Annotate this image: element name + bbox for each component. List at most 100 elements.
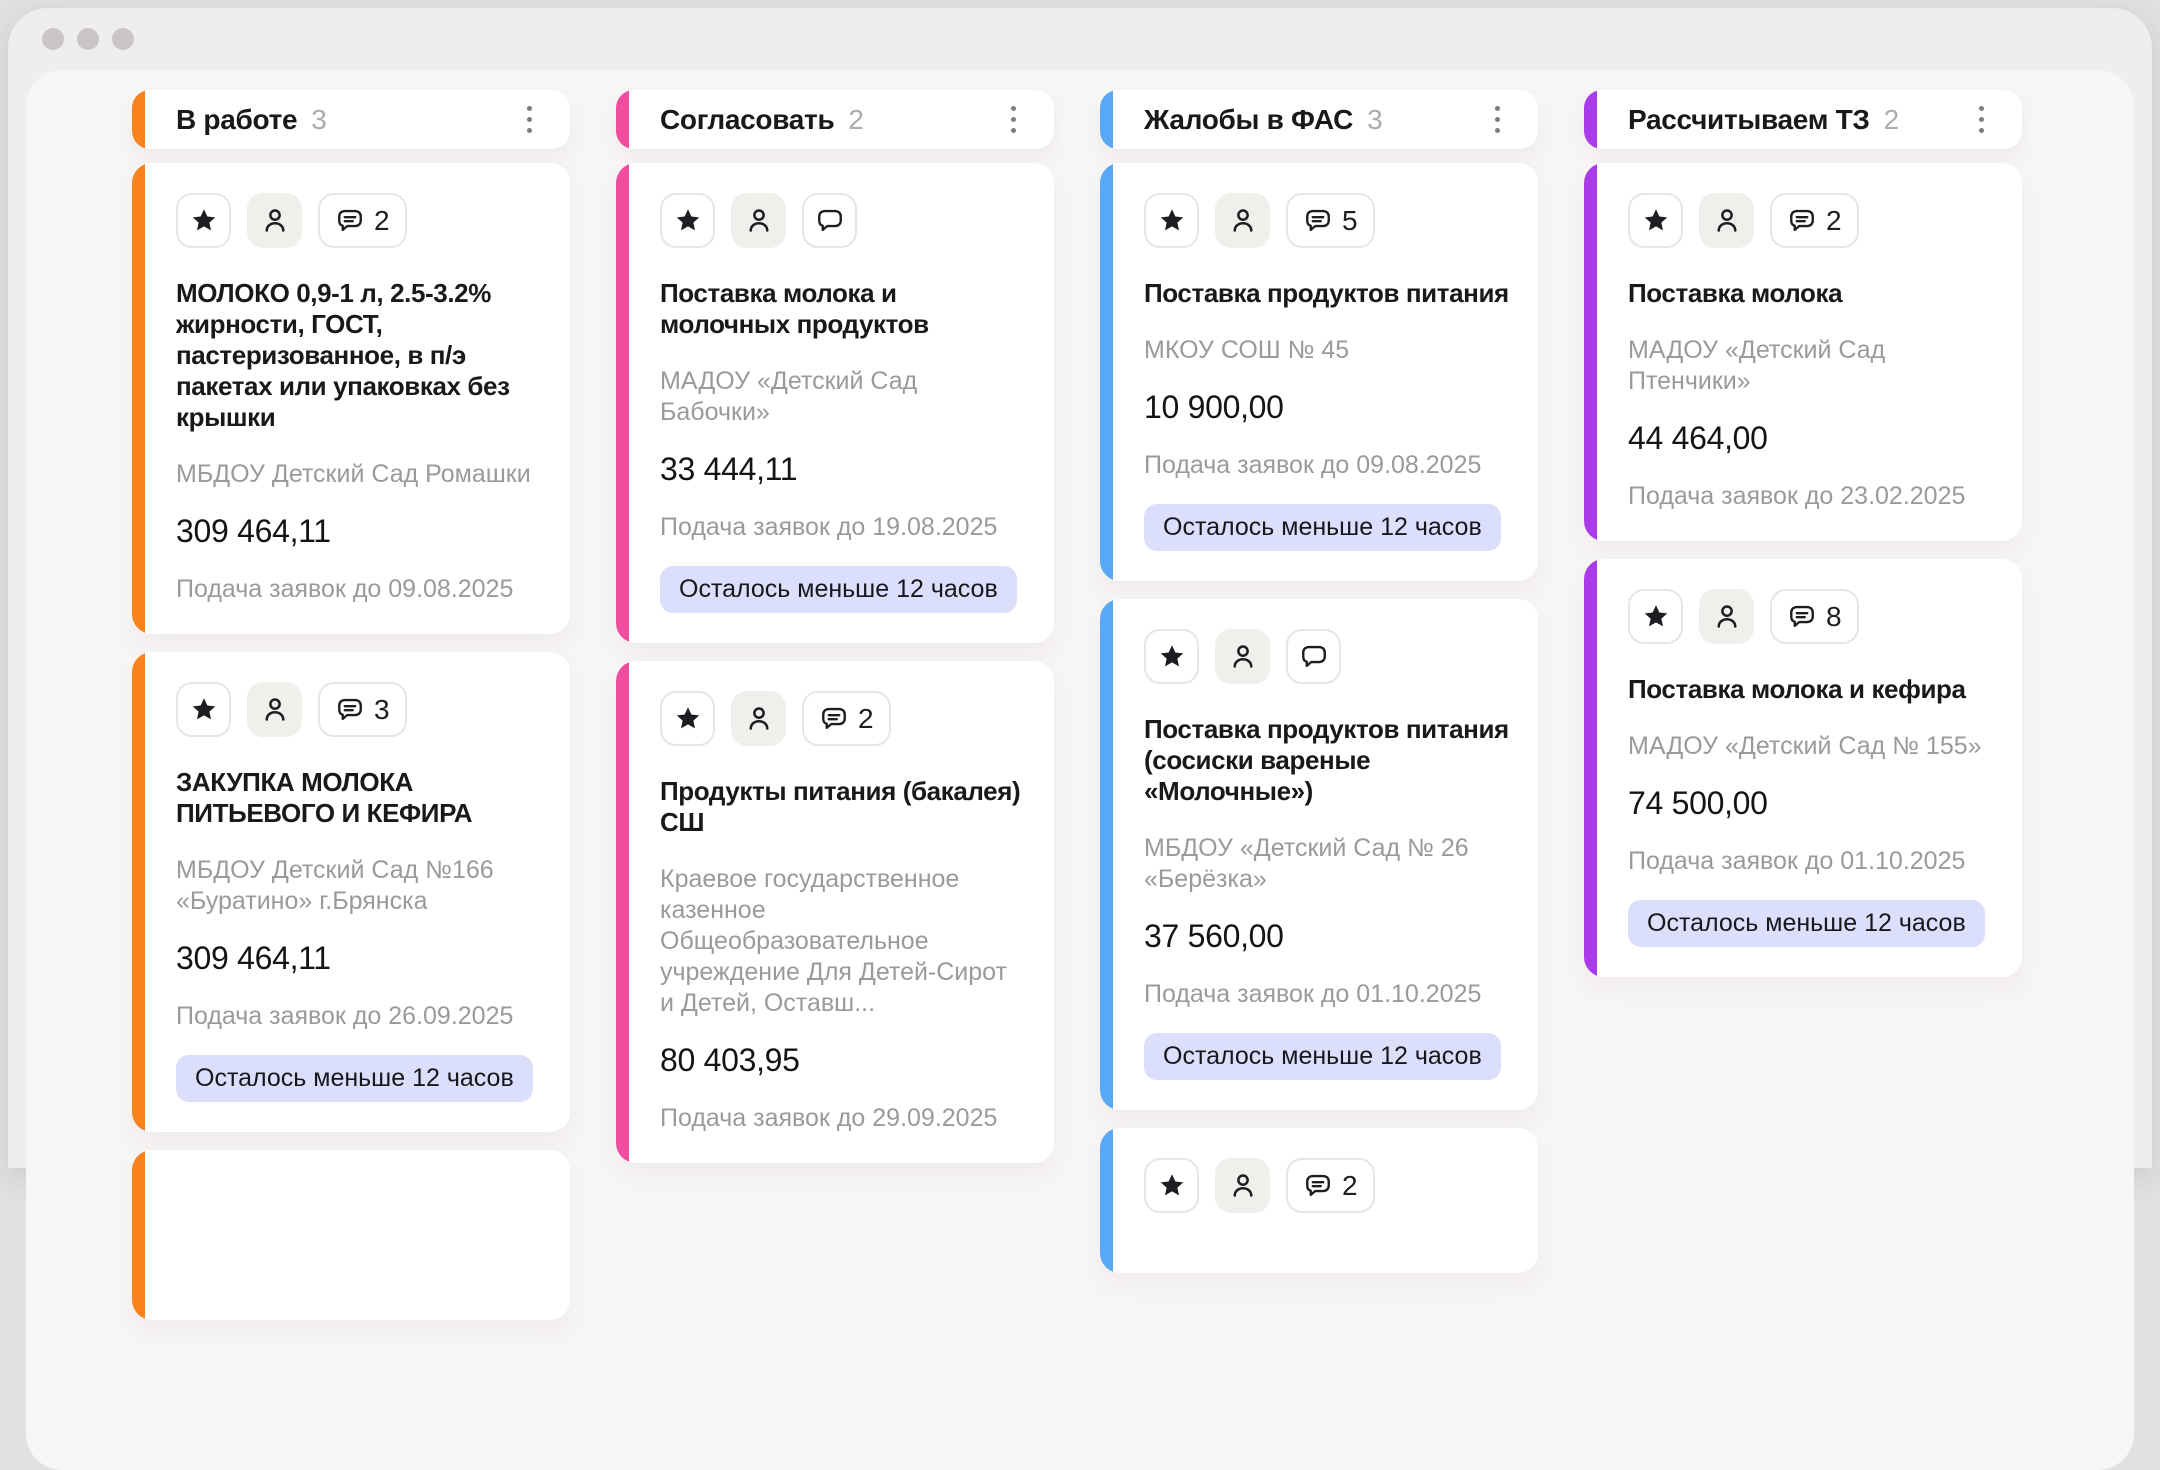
task-card[interactable]: Поставка молока и молочных продуктов МАД… <box>616 163 1054 643</box>
comments-button[interactable]: 2 <box>802 691 891 746</box>
card-accent-bar <box>132 1150 145 1320</box>
favorite-button[interactable] <box>1144 1158 1199 1213</box>
card-price: 309 464,11 <box>176 513 331 549</box>
card-action-chips <box>660 193 1026 248</box>
favorite-button[interactable] <box>1628 193 1683 248</box>
card-action-chips: 2 <box>1628 193 1994 248</box>
favorite-button[interactable] <box>1144 629 1199 684</box>
time-left-badge: Осталось меньше 12 часов <box>176 1055 533 1102</box>
window-dot-icon <box>112 28 134 50</box>
card-deadline: Подача заявок до 29.09.2025 <box>660 1104 998 1132</box>
star-icon <box>676 208 699 230</box>
comments-button[interactable]: 2 <box>1286 1158 1375 1213</box>
favorite-button[interactable] <box>660 691 715 746</box>
card-deadline: Подача заявок до 19.08.2025 <box>660 513 998 541</box>
card-accent-bar <box>132 652 145 1132</box>
card-action-chips: 5 <box>1144 193 1510 248</box>
comment-icon <box>1790 605 1814 627</box>
assignee-button[interactable] <box>1699 193 1754 248</box>
card-price: 309 464,11 <box>176 940 331 976</box>
card-price: 80 403,95 <box>660 1042 800 1078</box>
kanban-board: В работе 3 2 МОЛОКО 0,9-1 л, 2.5-3.2% жи… <box>26 70 2134 1470</box>
column-header: В работе 3 <box>132 90 570 149</box>
column-header: Согласовать 2 <box>616 90 1054 149</box>
column-accent-bar <box>1584 90 1597 149</box>
assignee-button[interactable] <box>1215 193 1270 248</box>
comment-count: 3 <box>374 693 390 725</box>
task-card[interactable]: 3 ЗАКУПКА МОЛОКА ПИТЬЕВОГО И КЕФИРА МБДО… <box>132 652 570 1132</box>
star-icon <box>192 697 215 719</box>
comments-button[interactable]: 5 <box>1286 193 1375 248</box>
favorite-button[interactable] <box>176 682 231 737</box>
task-card[interactable]: 8 Поставка молока и кефира МАДОУ «Детски… <box>1584 559 2022 977</box>
person-icon <box>1717 208 1736 232</box>
window-control-dots <box>42 28 134 50</box>
card-organization: МАДОУ «Детский Сад Птенчики» <box>1628 336 1886 395</box>
favorite-button[interactable] <box>660 193 715 248</box>
column-menu-button[interactable] <box>1971 100 1992 139</box>
column-in-progress: В работе 3 2 МОЛОКО 0,9-1 л, 2.5-3.2% жи… <box>132 90 570 1338</box>
star-icon <box>1160 208 1183 230</box>
card-price: 74 500,00 <box>1628 785 1768 821</box>
task-card[interactable]: 2 Поставка молока МАДОУ «Детский Сад Пте… <box>1584 163 2022 541</box>
comment-icon <box>1306 209 1330 231</box>
assignee-button[interactable] <box>1215 629 1270 684</box>
assignee-button[interactable] <box>731 193 786 248</box>
star-icon <box>676 706 699 728</box>
task-card[interactable]: 5 Поставка продуктов питания МКОУ СОШ № … <box>1100 163 1538 581</box>
assignee-button[interactable] <box>1699 589 1754 644</box>
assignee-button[interactable] <box>731 691 786 746</box>
card-organization: Краевое государственное казенное Общеобр… <box>660 865 1007 1017</box>
assignee-button[interactable] <box>247 682 302 737</box>
comment-icon <box>1306 1174 1330 1196</box>
comment-count: 2 <box>1826 204 1842 236</box>
assignee-button[interactable] <box>1215 1158 1270 1213</box>
comment-icon <box>1301 645 1326 667</box>
comments-button[interactable]: 3 <box>318 682 407 737</box>
column-fas-complaints: Жалобы в ФАС 3 5 Поставка продуктов пита… <box>1100 90 1538 1291</box>
task-card-partial[interactable] <box>132 1150 570 1320</box>
person-icon <box>265 208 284 232</box>
person-icon <box>749 208 768 232</box>
column-menu-button[interactable] <box>1487 100 1508 139</box>
column-title: В работе <box>176 103 298 135</box>
card-organization: МБДОУ «Детский Сад № 26 «Берёзка» <box>1144 834 1469 893</box>
column-calc-spec: Рассчитываем ТЗ 2 2 Поставка молока МАДО… <box>1584 90 2022 995</box>
card-title: Поставка продуктов питания <box>1144 278 1509 308</box>
comment-count: 5 <box>1342 204 1358 236</box>
star-icon <box>1160 1173 1183 1195</box>
column-title: Жалобы в ФАС <box>1144 103 1354 135</box>
comments-button[interactable]: 8 <box>1770 589 1859 644</box>
column-title: Согласовать <box>660 103 835 135</box>
comments-button[interactable] <box>1286 629 1341 684</box>
card-price: 44 464,00 <box>1628 420 1768 456</box>
person-icon <box>265 697 284 721</box>
comments-button[interactable]: 2 <box>1770 193 1859 248</box>
card-accent-bar <box>616 163 629 643</box>
task-card[interactable]: Поставка продуктов питания (сосиски варе… <box>1100 599 1538 1110</box>
favorite-button[interactable] <box>176 193 231 248</box>
card-organization: МБДОУ Детский Сад Ромашки <box>176 460 531 488</box>
favorite-button[interactable] <box>1628 589 1683 644</box>
card-accent-bar <box>1100 599 1113 1110</box>
comments-button[interactable] <box>802 193 857 248</box>
comments-button[interactable]: 2 <box>318 193 407 248</box>
person-icon <box>1233 644 1252 668</box>
person-icon <box>1233 1173 1252 1197</box>
card-deadline: Подача заявок до 01.10.2025 <box>1144 980 1482 1008</box>
comment-count: 2 <box>858 702 874 734</box>
task-card[interactable]: 2 МОЛОКО 0,9-1 л, 2.5-3.2% жирности, ГОС… <box>132 163 570 634</box>
task-card[interactable]: 2 Продукты питания (бакалея) СШ Краевое … <box>616 661 1054 1163</box>
time-left-badge: Осталось меньше 12 часов <box>1144 504 1501 551</box>
assignee-button[interactable] <box>247 193 302 248</box>
column-count: 3 <box>1367 103 1383 135</box>
column-menu-button[interactable] <box>1003 100 1024 139</box>
favorite-button[interactable] <box>1144 193 1199 248</box>
comment-count: 2 <box>374 204 390 236</box>
card-deadline: Подача заявок до 23.02.2025 <box>1628 482 1966 510</box>
column-menu-button[interactable] <box>519 100 540 139</box>
card-price: 10 900,00 <box>1144 389 1284 425</box>
column-header: Жалобы в ФАС 3 <box>1100 90 1538 149</box>
card-title: Поставка продуктов питания (сосиски варе… <box>1144 714 1509 806</box>
task-card-partial[interactable]: 2 <box>1100 1128 1538 1273</box>
